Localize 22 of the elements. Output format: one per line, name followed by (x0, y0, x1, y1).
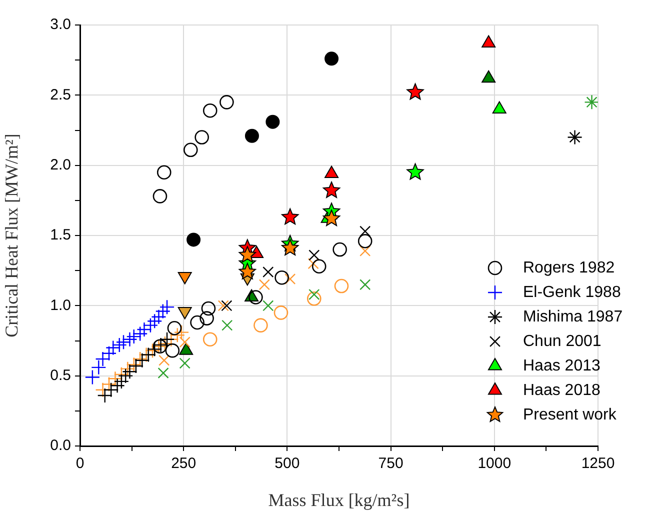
x-tick-label: 1000 (478, 455, 512, 472)
y-tick-label: 1.5 (50, 226, 71, 244)
x-tick-label: 1250 (581, 455, 615, 472)
y-tick-label: 1.0 (50, 296, 71, 314)
x-tick-label: 0 (76, 455, 84, 472)
y-tick-label: 2.0 (50, 156, 71, 174)
y-tick-label: 3.0 (50, 16, 71, 34)
y-axis-title: Critical Heat Flux [MW/m²] (2, 134, 22, 338)
x-axis-title: Mass Flux [kg/m²s] (268, 490, 410, 510)
legend-label: Rogers 1982 (523, 259, 615, 276)
y-tick-label: 2.5 (50, 86, 71, 104)
legend-label: Present work (523, 406, 618, 424)
y-tick-label: 0.5 (50, 366, 71, 384)
legend-label: Mishima 1987 (523, 308, 623, 326)
legend-label: Haas 2018 (523, 382, 600, 399)
legend-label: El-Genk 1988 (523, 284, 621, 301)
x-tick-label: 250 (171, 455, 196, 472)
y-tick-label: 0.0 (50, 437, 71, 454)
x-tick-label: 500 (274, 455, 300, 472)
legend-label: Haas 2013 (523, 357, 600, 374)
x-tick-label: 750 (378, 455, 404, 472)
legend-label: Chun 2001 (523, 332, 602, 350)
